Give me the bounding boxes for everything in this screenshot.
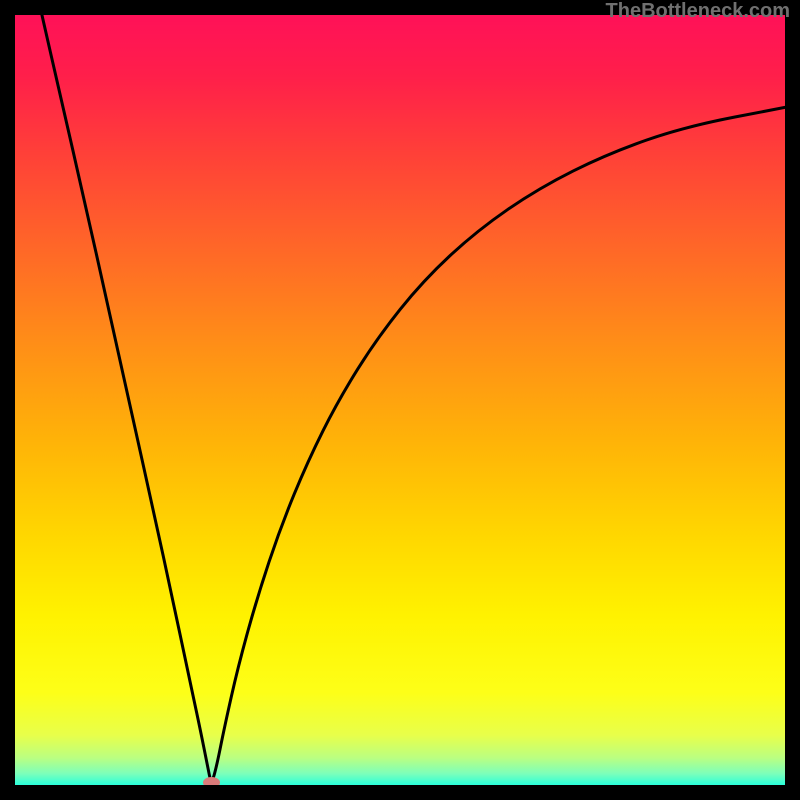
plot-area: [15, 15, 785, 785]
bottleneck-curve: [15, 15, 785, 785]
chart-container: TheBottleneck.com: [0, 0, 800, 800]
minimum-marker: [203, 777, 220, 785]
